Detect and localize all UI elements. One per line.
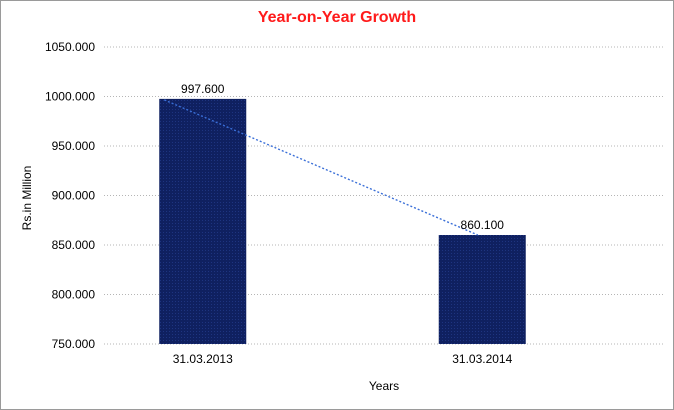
bar [159,98,247,344]
y-tick-label: 1050.000 [45,40,95,54]
y-tick-label: 750.000 [52,337,96,351]
y-tick-label: 950.000 [52,139,96,153]
x-tick-label: 31.03.2013 [173,352,233,366]
x-axis-label: Years [368,379,400,393]
chart-title: Year-on-Year Growth [257,9,417,26]
bar [438,235,526,344]
y-tick-label: 1000.000 [45,90,95,104]
trendline [163,99,479,236]
data-label: 997.600 [181,82,225,96]
y-tick-label: 900.000 [52,189,96,203]
x-tick-label: 31.03.2014 [452,352,512,366]
y-tick-label: 850.000 [52,238,96,252]
data-label: 860.100 [461,218,505,232]
y-tick-label: 800.000 [52,288,96,302]
